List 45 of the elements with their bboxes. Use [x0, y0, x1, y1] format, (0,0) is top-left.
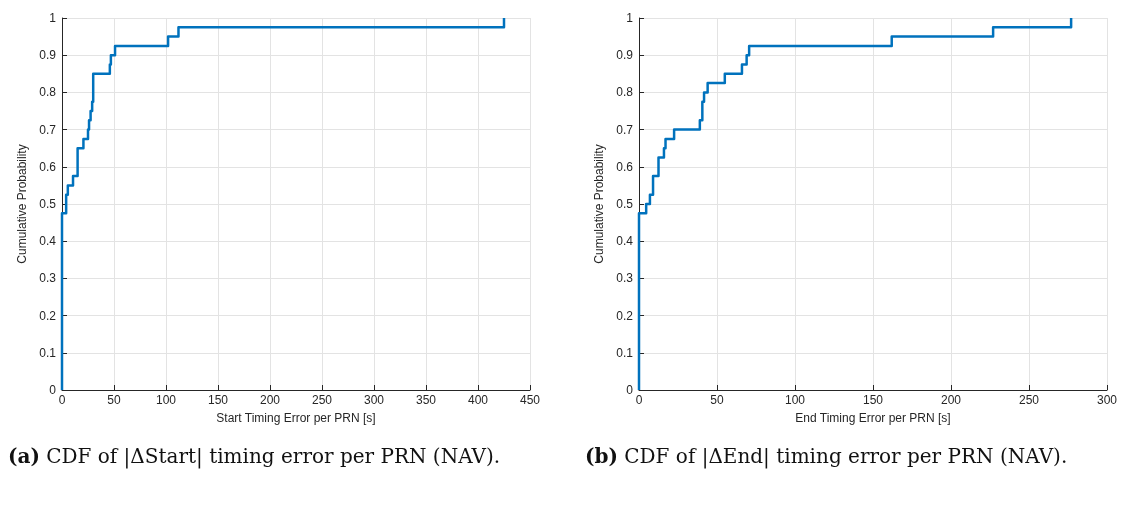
- y-tick-label: 0.5: [616, 197, 634, 211]
- y-tick-label: 0.2: [616, 308, 634, 323]
- x-tick-label: 400: [467, 393, 489, 407]
- x-tick-label: 100: [155, 393, 177, 407]
- x-tick-label: 300: [363, 393, 385, 407]
- y-tick-label: 0: [626, 383, 634, 397]
- x-tick-label: 350: [415, 393, 437, 407]
- x-tick-label: 150: [862, 393, 884, 407]
- y-tick-label: 0.1: [616, 345, 634, 360]
- x-tick-label: 450: [519, 393, 541, 407]
- y-tick-label: 0.1: [39, 345, 57, 360]
- x-tick-label: 200: [940, 393, 962, 407]
- x-tick-label: 300: [1096, 393, 1118, 407]
- x-tick-label: 250: [1018, 393, 1040, 407]
- y-axis-title: Cumulative Probability: [15, 144, 29, 264]
- y-tick-label: 1: [626, 11, 634, 25]
- y-axis-title: Cumulative Probability: [592, 144, 606, 264]
- y-tick-label: 0.7: [39, 122, 57, 137]
- x-tick-label: 150: [207, 393, 229, 407]
- y-tick-label: 0: [49, 383, 57, 397]
- text: (a) CDF of |ΔStart| timing error per PRN (NAV).: [8, 443, 502, 470]
- y-tick-label: 0.3: [39, 271, 57, 286]
- x-tick-label: 0: [58, 393, 66, 407]
- y-tick-label: 0.8: [616, 85, 634, 100]
- y-tick-label: 0.4: [616, 234, 634, 249]
- y-tick-label: 0.4: [39, 234, 57, 249]
- y-tick-label: 1: [49, 11, 57, 25]
- x-axis-title: Start Timing Error per PRN [s]: [216, 411, 376, 425]
- y-tick-label: 0.3: [616, 271, 634, 286]
- x-tick-label: 100: [784, 393, 806, 407]
- x-tick-label: 50: [107, 393, 121, 407]
- y-tick-label: 0.5: [39, 197, 57, 211]
- y-tick-label: 0.2: [39, 308, 57, 323]
- y-tick-label: 0.6: [39, 159, 57, 174]
- text: (b) CDF of |ΔEnd| timing error per PRN (NAV).: [585, 443, 1069, 470]
- x-tick-label: 50: [710, 393, 724, 407]
- x-tick-label: 0: [635, 393, 643, 407]
- y-tick-label: 0.6: [616, 159, 634, 174]
- x-tick-label: 200: [259, 393, 281, 407]
- y-tick-label: 0.7: [616, 122, 634, 137]
- y-tick-label: 0.8: [39, 85, 57, 100]
- y-tick-label: 0.9: [39, 48, 57, 63]
- x-axis-title: End Timing Error per PRN [s]: [795, 411, 951, 425]
- y-tick-label: 0.9: [616, 48, 634, 63]
- x-tick-label: 250: [311, 393, 333, 407]
